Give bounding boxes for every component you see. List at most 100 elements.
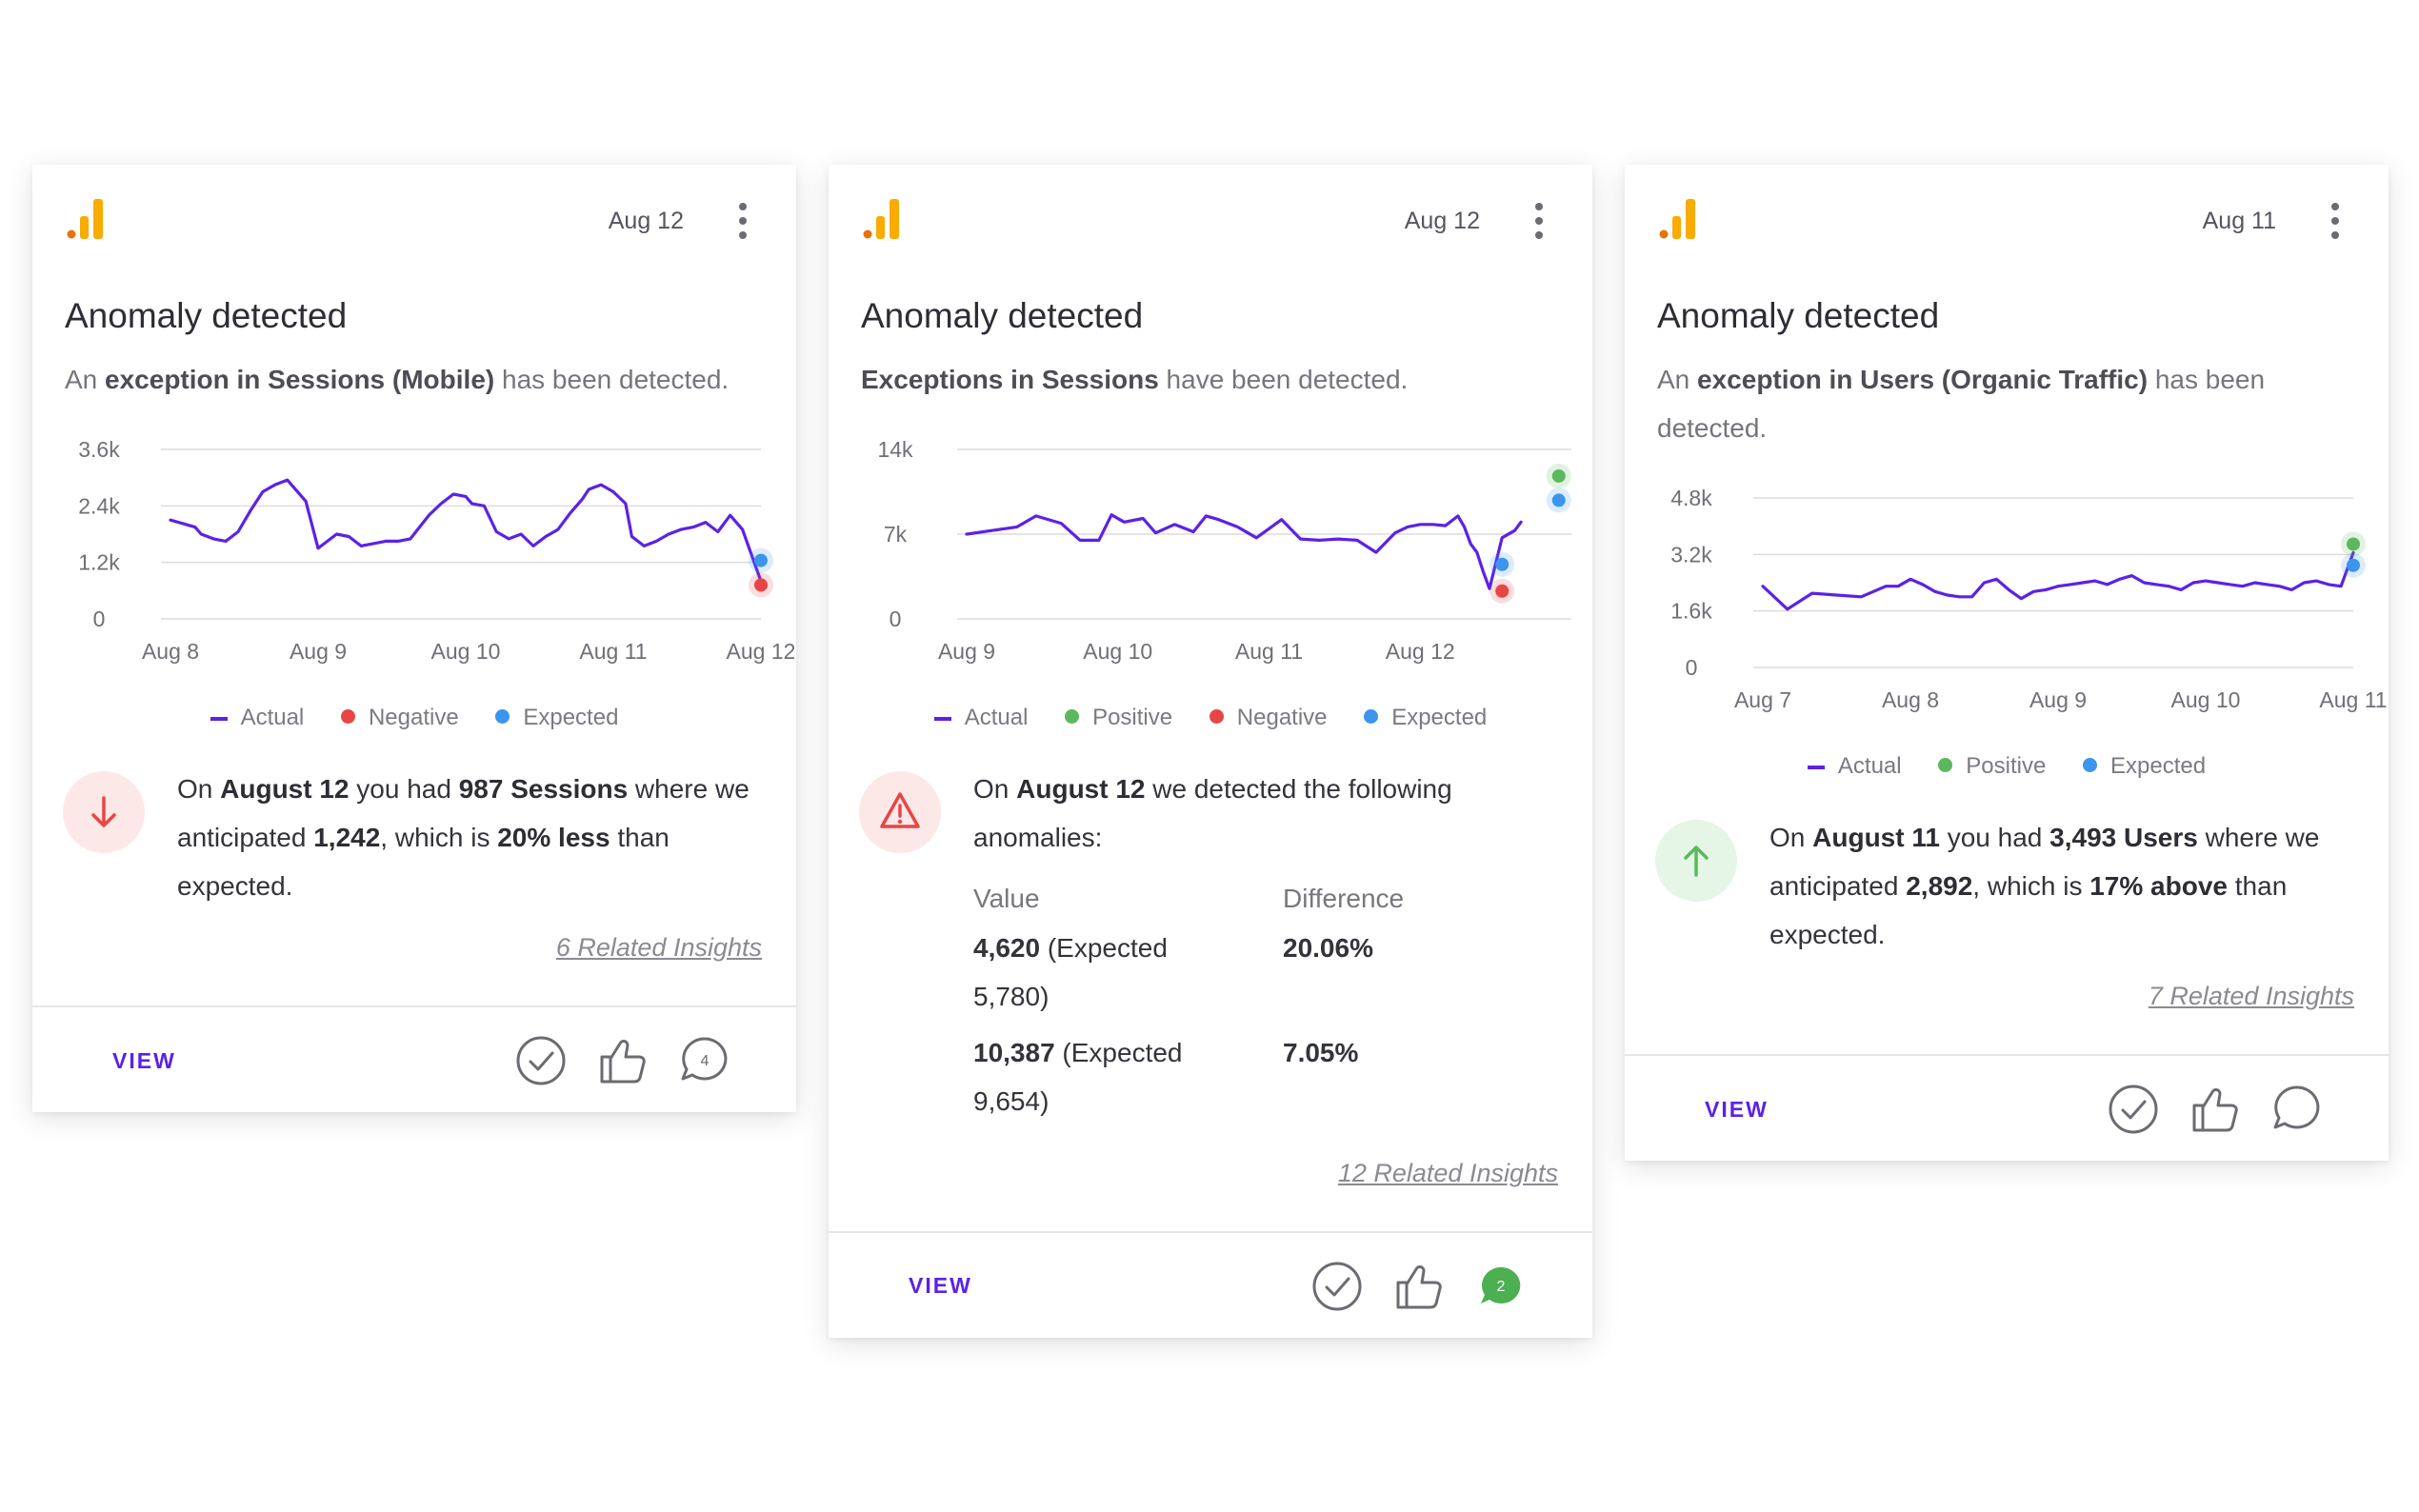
x-tick-label: Aug 8 [1882, 687, 1939, 712]
y-tick-label: 7k [884, 522, 908, 547]
related-insights-link[interactable]: 6 Related Insights [555, 933, 762, 962]
warning-triangle-icon [880, 792, 920, 828]
trend-up-badge [1655, 820, 1737, 902]
card-title: Anomaly detected [861, 296, 1144, 335]
view-button[interactable]: VIEW [112, 1048, 176, 1073]
card-date: Aug 12 [608, 208, 684, 234]
legend-expected: Expected [2083, 753, 2206, 780]
card-actions: 2 [1310, 1260, 1558, 1313]
y-tick-label: 0 [93, 607, 106, 631]
legend-actual: Actual [1807, 753, 1902, 780]
table-row-difference: 7.05% [1283, 1038, 1359, 1067]
legend-actual: Actual [210, 705, 304, 731]
table-row-value: 4,620 (Expected 5,780) [973, 933, 1168, 1011]
comment-icon[interactable] [2270, 1083, 2324, 1136]
arrow-down-icon [91, 796, 116, 827]
legend-negative: Negative [1209, 705, 1328, 731]
card-date: Aug 12 [1404, 208, 1480, 234]
related-insights-link[interactable]: 12 Related Insights [1337, 1159, 1558, 1187]
card-actions [2107, 1083, 2354, 1136]
more-options-icon[interactable] [2329, 203, 2341, 243]
y-tick-label: 4.8k [1670, 486, 1712, 510]
card-divider [1625, 1054, 2389, 1056]
chart-legend: Actual Negative Expected [32, 705, 796, 731]
marker-expected [754, 553, 768, 567]
comment-count: 4 [701, 1053, 710, 1069]
comment-icon[interactable]: 4 [678, 1034, 731, 1087]
chart-legend: Actual Positive Expected [1625, 753, 2389, 780]
related-insights-link[interactable]: 7 Related Insights [2148, 982, 2354, 1010]
table-header-difference: Difference [1283, 884, 1405, 913]
x-tick-label: Aug 10 [2171, 687, 2241, 712]
x-tick-label: Aug 10 [431, 639, 501, 664]
marker-positive [1551, 468, 1566, 483]
thumbs-up-icon[interactable] [1392, 1260, 1446, 1313]
legend-positive: Positive [1938, 753, 2046, 780]
sessions-line-chart: 14k 7k 0 Aug 9 Aug 10 Aug 11 Aug 12 [877, 437, 1571, 664]
x-tick-label: Aug 10 [1083, 639, 1152, 664]
card-divider [829, 1231, 1592, 1233]
comment-count: 2 [1497, 1279, 1506, 1295]
card-divider [32, 1005, 796, 1007]
google-analytics-icon [1659, 199, 1695, 239]
y-tick-label: 1.6k [1670, 599, 1712, 624]
y-tick-label: 1.2k [78, 550, 120, 575]
anomaly-summary: On August 12 you had 987 Sessions where … [177, 774, 750, 901]
y-tick-label: 0 [1686, 655, 1698, 680]
insight-card-sessions-mobile[interactable]: Aug 12 Anomaly detected An exception in … [32, 165, 796, 1112]
legend-negative: Negative [340, 705, 459, 731]
view-button[interactable]: VIEW [909, 1273, 972, 1298]
legend-actual: Actual [933, 705, 1028, 731]
marker-expected [1551, 493, 1566, 507]
series-line-actual [169, 478, 763, 583]
marker-expected [2347, 558, 2360, 572]
x-tick-label: Aug 8 [142, 639, 199, 664]
x-tick-label: Aug 9 [290, 639, 347, 664]
x-tick-label: Aug 12 [727, 639, 794, 664]
check-circle-icon[interactable] [514, 1034, 568, 1087]
sessions-line-chart: 3.6k 2.4k 1.2k 0 Aug 8 Aug 9 Aug 10 Aug 11 Aug 1… [78, 437, 794, 664]
marker-positive [2347, 537, 2360, 551]
insight-card-sessions[interactable]: Aug 12 Anomaly detected Exceptions in Se… [829, 165, 1592, 1338]
table-row-value: 10,387 (Expected 9,654) [973, 1038, 1183, 1116]
y-tick-label: 0 [890, 607, 902, 631]
table-row-difference: 20.06% [1283, 933, 1373, 963]
marker-negative [754, 578, 768, 592]
view-button[interactable]: VIEW [1705, 1097, 1769, 1122]
insight-card-users-organic[interactable]: Aug 11 Anomaly detected An exception in … [1625, 165, 2389, 1161]
marker-negative [1495, 584, 1509, 598]
card-description: An exception in Sessions (Mobile) has be… [65, 365, 730, 394]
legend-positive: Positive [1065, 705, 1172, 731]
y-tick-label: 3.2k [1670, 542, 1712, 567]
check-circle-icon[interactable] [2107, 1083, 2160, 1136]
x-tick-label: Aug 11 [1235, 639, 1303, 664]
more-options-icon[interactable] [1533, 203, 1545, 243]
x-tick-label: Aug 11 [579, 639, 647, 664]
y-tick-label: 3.6k [78, 437, 120, 462]
card-title: Anomaly detected [65, 296, 348, 335]
thumbs-up-icon[interactable] [2189, 1083, 2242, 1136]
more-options-icon[interactable] [737, 203, 749, 243]
anomaly-summary: On August 11 you had 3,493 Users where w… [1769, 823, 2320, 949]
y-tick-label: 2.4k [78, 493, 120, 518]
warning-badge [859, 771, 941, 853]
x-tick-label: Aug 9 [938, 639, 995, 664]
x-tick-label: Aug 11 [2319, 687, 2387, 712]
comment-icon[interactable]: 2 [1474, 1260, 1528, 1313]
thumbs-up-icon[interactable] [596, 1034, 650, 1087]
google-analytics-icon [67, 199, 103, 239]
check-circle-icon[interactable] [1310, 1260, 1364, 1313]
users-line-chart: 4.8k 3.2k 1.6k 0 Aug 7 Aug 8 Aug 9 Aug 10 Aug 11 [1670, 486, 2387, 712]
legend-expected: Expected [1364, 705, 1487, 731]
series-line-actual [1761, 550, 2355, 611]
chart-legend: Actual Positive Negative Expected [829, 705, 1592, 731]
google-analytics-icon [863, 199, 899, 239]
card-date: Aug 11 [2202, 208, 2276, 234]
x-tick-label: Aug 12 [1386, 639, 1455, 664]
card-description: Exceptions in Sessions have been detecte… [861, 365, 1409, 394]
marker-expected [1495, 557, 1509, 571]
arrow-up-icon [1684, 846, 1709, 877]
anomaly-summary: On August 12 we detected the following a… [973, 774, 1452, 852]
card-description: An exception in Users (Organic Traffic) … [1657, 365, 2266, 443]
card-actions: 4 [514, 1034, 762, 1087]
